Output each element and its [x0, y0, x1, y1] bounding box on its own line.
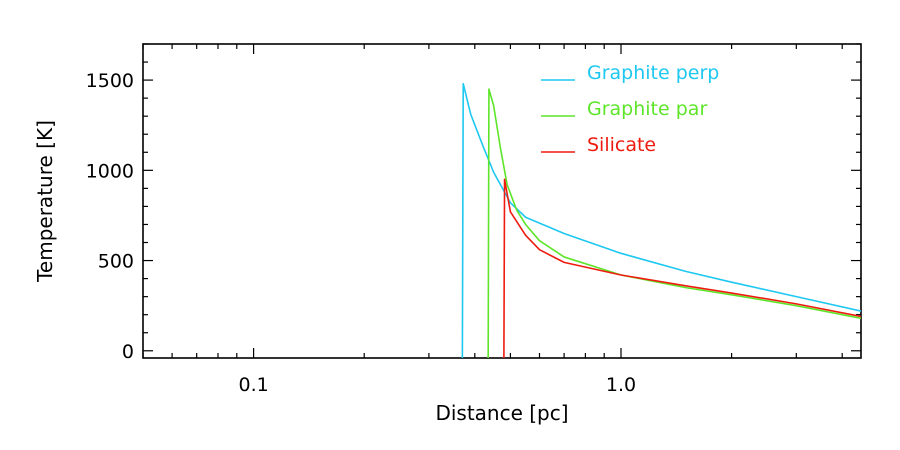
- x-axis-label: Distance [pc]: [435, 401, 568, 425]
- series-line: [461, 82, 861, 358]
- plot-frame: [142, 43, 862, 359]
- y-tick-label: 500: [98, 251, 134, 273]
- legend-label: Graphite perp: [587, 62, 719, 84]
- legend-label: Silicate: [587, 134, 656, 156]
- series-line: [487, 88, 861, 358]
- y-tick-label: 1000: [86, 160, 134, 182]
- series-lines: [461, 82, 861, 358]
- legend: Graphite perp Graphite par Silicate: [541, 62, 719, 156]
- x-tick-label: 1.0: [606, 374, 636, 396]
- series-line: [503, 178, 861, 358]
- y-tick-label: 1500: [86, 70, 134, 92]
- legend-label: Graphite par: [587, 98, 707, 120]
- y-axis-label: Temperature [K]: [33, 120, 57, 283]
- axis-ticks: [142, 43, 861, 358]
- y-tick-label: 0: [122, 341, 134, 363]
- x-tick-label: 0.1: [238, 374, 268, 396]
- tick-labels: 0.1 1.0 0 500 1000 1500: [86, 70, 636, 396]
